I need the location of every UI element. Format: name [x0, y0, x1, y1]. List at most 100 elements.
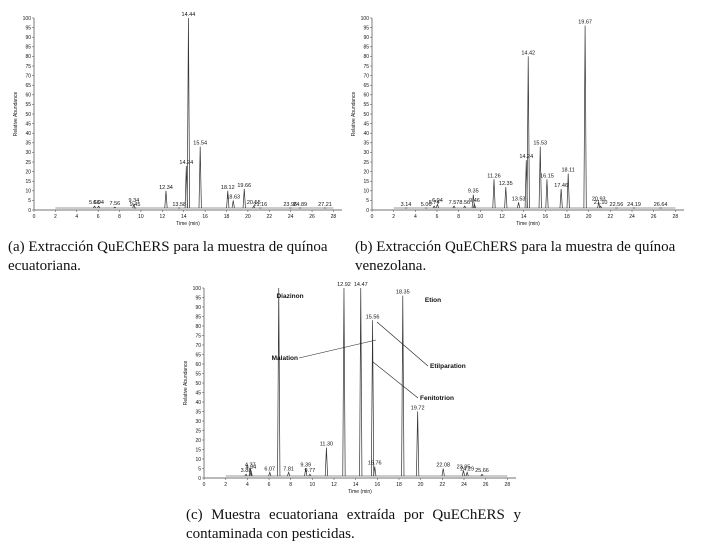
peak [113, 206, 117, 209]
annotation: Malation [272, 355, 298, 362]
peak [599, 205, 603, 209]
peak-label: 17.46 [554, 183, 568, 189]
x-tick-label: 8 [118, 214, 121, 220]
x-tick-label: 20 [418, 482, 424, 488]
peak [416, 411, 420, 477]
peak-label: 6.04 [93, 200, 104, 206]
peak-label: 11.26 [487, 173, 500, 179]
peak [242, 188, 246, 209]
y-tick-label: 5 [198, 466, 201, 472]
y-tick-label: 45 [195, 390, 201, 396]
peak-label: 12.35 [499, 181, 513, 187]
peak-label: 6.07 [264, 466, 275, 472]
peak-label: 13.53 [512, 196, 526, 202]
y-tick-label: 100 [193, 286, 202, 292]
y-tick-label: 40 [195, 400, 201, 406]
peak [277, 287, 281, 477]
y-tick-label: 35 [25, 141, 31, 147]
x-tick-label: 24 [288, 214, 294, 220]
y-tick-label: 95 [25, 25, 31, 31]
y-tick-label: 90 [363, 35, 369, 41]
y-tick-label: 90 [25, 35, 31, 41]
y-tick-label: 85 [25, 45, 31, 51]
y-tick-label: 15 [25, 179, 31, 185]
y-tick-label: 40 [363, 131, 369, 137]
y-tick-label: 0 [28, 208, 31, 214]
x-tick-label: 18 [564, 214, 570, 220]
peak-label: 20.93 [592, 196, 606, 202]
peak [465, 471, 469, 477]
peak-label: 14.42 [521, 50, 535, 56]
annotation-arrow [372, 361, 419, 399]
x-tick-label: 12 [160, 214, 166, 220]
y-tick-label: 50 [363, 112, 369, 118]
y-tick-label: 25 [363, 160, 369, 166]
y-tick-label: 55 [195, 371, 201, 377]
x-axis-label: Time (min) [348, 489, 372, 495]
annotation: Etilparation [430, 363, 466, 370]
x-tick-label: 8 [289, 482, 292, 488]
peak-label: 24.29 [460, 466, 474, 472]
peak-label: 25.66 [475, 468, 489, 474]
x-tick-label: 22 [608, 214, 614, 220]
peak-label: 18.35 [396, 290, 410, 296]
peak-label: 14.44 [182, 12, 196, 18]
y-tick-label: 70 [25, 73, 31, 79]
x-tick-label: 4 [414, 214, 417, 220]
peak [566, 173, 570, 209]
y-axis-label: Relative Abundance [351, 92, 357, 137]
peak-label: 15.54 [193, 141, 207, 147]
x-tick-label: 6 [97, 214, 100, 220]
x-tick-label: 14 [521, 214, 527, 220]
caption: (b) Extracción QuEChERS para la muestra … [355, 239, 676, 274]
y-tick-label: 35 [195, 409, 201, 415]
peak [93, 205, 97, 209]
peak-label: 5.00 [421, 202, 432, 208]
y-tick-label: 95 [363, 25, 369, 31]
y-tick-label: 75 [195, 333, 201, 339]
x-tick-label: 4 [246, 482, 249, 488]
x-tick-label: 20 [586, 214, 592, 220]
x-tick-label: 28 [673, 214, 679, 220]
peak [186, 17, 190, 209]
y-tick-label: 85 [195, 314, 201, 320]
x-tick-label: 22 [266, 214, 272, 220]
peak-label: 19.67 [578, 20, 592, 26]
y-tick-label: 90 [195, 305, 201, 311]
peak-label: 27.21 [318, 202, 332, 208]
x-tick-label: 26 [483, 482, 489, 488]
y-tick-label: 70 [195, 343, 201, 349]
x-tick-label: 24 [629, 214, 635, 220]
peak-label: 3.14 [401, 202, 412, 208]
x-tick-label: 20 [245, 214, 251, 220]
y-tick-label: 30 [25, 150, 31, 156]
y-tick-label: 0 [366, 208, 369, 214]
peak-label: 18.12 [221, 185, 235, 191]
caption: (a) Extracción QuEChERS para la muestra … [8, 239, 328, 274]
peak [373, 466, 377, 477]
y-tick-label: 95 [195, 295, 201, 301]
peak [471, 194, 475, 209]
x-tick-label: 26 [651, 214, 657, 220]
y-tick-label: 45 [25, 121, 31, 127]
peak-label: 23.95 [457, 464, 471, 470]
caption: (c) Muestra ecuatoriana extraída por QuE… [186, 507, 521, 542]
peak-label: 21.10 [594, 200, 608, 206]
y-tick-label: 10 [363, 189, 369, 195]
peak-label: 9.35 [468, 189, 479, 195]
x-tick-label: 28 [505, 482, 511, 488]
peak [517, 202, 521, 209]
peak [324, 447, 328, 477]
peak [248, 468, 252, 477]
y-tick-label: 55 [25, 102, 31, 108]
peak-label: 9.39 [300, 463, 311, 469]
x-tick-label: 10 [138, 214, 144, 220]
peak [132, 203, 136, 209]
peak-label: 15.76 [368, 461, 382, 467]
peak-label: 23.96 [283, 202, 297, 208]
peak [308, 473, 312, 477]
y-tick-label: 55 [363, 102, 369, 108]
peak [545, 179, 549, 209]
y-tick-label: 80 [195, 324, 201, 330]
y-tick-label: 0 [198, 476, 201, 482]
